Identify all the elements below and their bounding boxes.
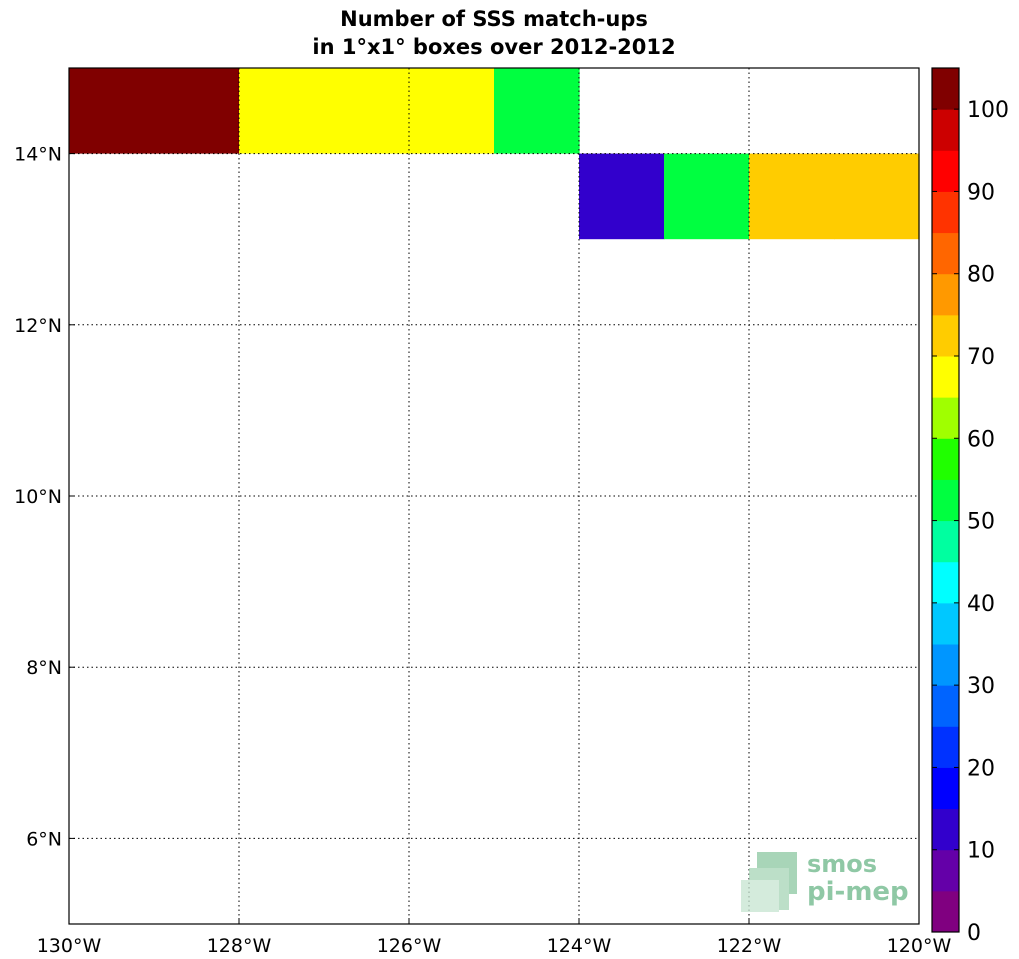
colorbar-segment bbox=[932, 479, 959, 522]
heatmap-cell bbox=[494, 68, 580, 154]
colorbar-tick-label: 70 bbox=[967, 345, 995, 370]
colorbar-segment bbox=[932, 726, 959, 768]
colorbar-segment bbox=[932, 520, 959, 563]
colorbar-segment bbox=[932, 602, 959, 645]
heatmap-cell bbox=[579, 153, 665, 240]
heatmap-cell bbox=[154, 68, 240, 154]
x-tick-label: 120°W bbox=[887, 935, 952, 957]
colorbar-tick-label: 30 bbox=[967, 674, 995, 699]
colorbar-segment bbox=[932, 644, 959, 686]
colorbar-segment bbox=[932, 808, 959, 851]
x-tick-label: 128°W bbox=[207, 935, 272, 957]
heatmap-cell bbox=[409, 68, 495, 154]
gridlines bbox=[69, 68, 919, 924]
colorbar-segment bbox=[932, 232, 959, 275]
y-tick-label: 12°N bbox=[14, 315, 62, 337]
logo-mark-icon bbox=[741, 852, 797, 912]
colorbar-segment bbox=[932, 685, 959, 727]
colorbar-tick-label: 0 bbox=[967, 921, 981, 946]
colorbar-segment bbox=[932, 356, 959, 398]
y-tick-label: 14°N bbox=[14, 144, 62, 166]
colorbar-tick-label: 10 bbox=[967, 839, 995, 864]
x-tick-label: 124°W bbox=[547, 935, 612, 957]
colorbar-segment bbox=[932, 890, 959, 933]
colorbar-segment bbox=[932, 109, 959, 151]
colorbar-segment bbox=[932, 561, 959, 604]
smos-pi-mep-logo: smos pi-mep bbox=[741, 850, 909, 912]
heatmap-cell bbox=[749, 153, 835, 240]
chart-subtitle: in 1°x1° boxes over 2012-2012 bbox=[312, 35, 676, 59]
logo-text-pi-mep: pi-mep bbox=[807, 877, 909, 907]
colorbar-tick-label: 50 bbox=[967, 510, 995, 535]
colorbar-segment bbox=[932, 191, 959, 234]
colorbar-segment bbox=[932, 438, 959, 480]
colorbar-tick-label: 80 bbox=[967, 263, 995, 288]
y-tick-label: 10°N bbox=[14, 486, 62, 508]
y-tick-label: 8°N bbox=[26, 657, 62, 679]
heatmap-cell bbox=[664, 153, 750, 240]
y-tick-label: 6°N bbox=[26, 828, 62, 850]
colorbar-segment bbox=[932, 68, 959, 110]
logo-text-smos: smos bbox=[807, 850, 877, 878]
colorbar-frame bbox=[931, 67, 960, 933]
colorbar-tick-label: 100 bbox=[967, 98, 1009, 123]
colorbar-segment bbox=[932, 849, 959, 892]
colorbar-tick-label: 60 bbox=[967, 427, 995, 452]
heatmap-cell bbox=[239, 68, 325, 154]
colorbar-tick-label: 20 bbox=[967, 756, 995, 781]
x-tick-label: 130°W bbox=[37, 935, 102, 957]
colorbar-segment bbox=[932, 314, 959, 357]
colorbar: 0 10 20 30 40 50 60 70 80 90 100 bbox=[931, 67, 1009, 946]
colorbar-segment bbox=[932, 150, 959, 192]
y-axis-ticks: 6°N 8°N 10°N 12°N 14°N bbox=[14, 144, 75, 850]
colorbar-segment bbox=[932, 767, 959, 810]
colorbar-tick-label: 90 bbox=[967, 180, 995, 205]
heatmap-cell bbox=[834, 153, 920, 240]
heatmap-cells bbox=[69, 68, 920, 240]
x-axis-ticks: 130°W 128°W 126°W 124°W 122°W 120°W bbox=[37, 918, 952, 957]
colorbar-segment bbox=[932, 397, 959, 439]
heatmap-cell bbox=[69, 68, 155, 154]
colorbar-segment bbox=[932, 273, 959, 316]
heatmap-cell bbox=[324, 68, 410, 154]
colorbar-tick-label: 40 bbox=[967, 592, 995, 617]
x-tick-label: 126°W bbox=[377, 935, 442, 957]
chart-title: Number of SSS match-ups bbox=[340, 7, 648, 31]
x-tick-label: 122°W bbox=[717, 935, 782, 957]
